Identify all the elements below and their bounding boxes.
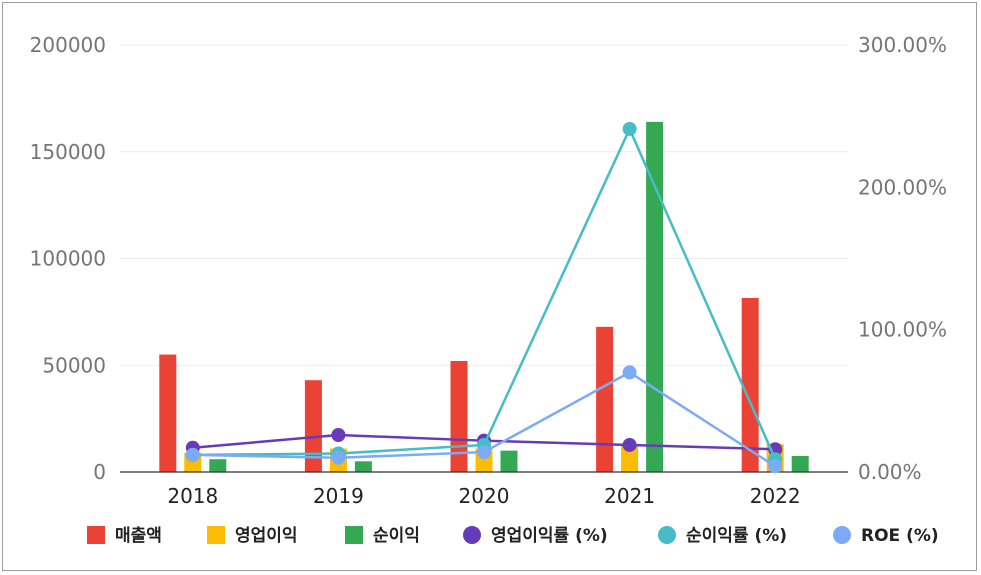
bar xyxy=(741,297,759,472)
gridlines xyxy=(120,44,848,366)
bar xyxy=(621,445,639,472)
lines xyxy=(185,121,783,474)
line-point xyxy=(622,121,637,136)
left-axis-ticks: 0 50000 100000 150000 200000 xyxy=(30,33,106,484)
bar xyxy=(450,360,468,472)
legend-label: 영업이익률 (%) xyxy=(491,526,608,546)
legend-swatch xyxy=(207,526,225,544)
bars xyxy=(159,121,809,473)
line-point xyxy=(622,365,637,380)
bar xyxy=(159,354,177,472)
legend-label: ROE (%) xyxy=(861,526,939,546)
y-left-tick-label: 100000 xyxy=(30,247,106,271)
bar xyxy=(596,326,614,472)
x-tick-label: 2020 xyxy=(459,484,510,508)
legend-item: 순이익률 (%) xyxy=(658,526,787,546)
legend-label: 순이익 xyxy=(373,526,420,546)
x-tick-label: 2022 xyxy=(750,484,801,508)
y-right-tick-label: 200.00% xyxy=(858,175,947,199)
line-point xyxy=(622,437,637,452)
right-axis-ticks: 0.00% 100.00% 200.00% 300.00% xyxy=(858,33,947,484)
legend-label: 순이익률 (%) xyxy=(686,526,787,546)
bar xyxy=(304,380,322,472)
legend-item: 순이익 xyxy=(345,526,420,546)
legend-swatch xyxy=(658,526,676,544)
y-right-tick-label: 100.00% xyxy=(858,318,947,342)
bar xyxy=(791,455,809,472)
legend-item: 영업이익률 (%) xyxy=(463,526,608,546)
line-point xyxy=(477,445,491,460)
x-tick-label: 2018 xyxy=(167,484,218,508)
x-tick-label: 2019 xyxy=(313,484,364,508)
bar xyxy=(354,461,372,472)
line-point xyxy=(331,427,346,442)
legend-item: 영업이익 xyxy=(207,526,298,546)
y-left-tick-label: 0 xyxy=(93,460,106,484)
line-point xyxy=(331,450,346,465)
legend: 매출액 영업이익 순이익 영업이익률 (%) 순이익률 (%) ROE (%) xyxy=(87,526,939,546)
line-point xyxy=(768,459,783,474)
y-left-tick-label: 200000 xyxy=(30,33,106,57)
x-axis-ticks: 2018 2019 2020 2021 2022 xyxy=(167,484,800,508)
y-left-tick-label: 50000 xyxy=(42,353,106,377)
legend-swatch xyxy=(345,526,363,544)
legend-label: 영업이익 xyxy=(235,526,298,546)
legend-item: 매출액 xyxy=(87,526,162,546)
x-tick-label: 2021 xyxy=(604,484,655,508)
legend-label: 매출액 xyxy=(115,526,162,546)
y-left-tick-label: 150000 xyxy=(30,140,106,164)
bar xyxy=(209,459,227,472)
y-right-tick-label: 0.00% xyxy=(858,460,922,484)
legend-swatch xyxy=(463,526,481,544)
legend-swatch xyxy=(833,526,851,544)
bar xyxy=(500,450,518,472)
y-right-tick-label: 300.00% xyxy=(858,33,947,57)
legend-item: ROE (%) xyxy=(833,526,939,546)
legend-swatch xyxy=(87,526,105,544)
line-point xyxy=(185,447,200,462)
